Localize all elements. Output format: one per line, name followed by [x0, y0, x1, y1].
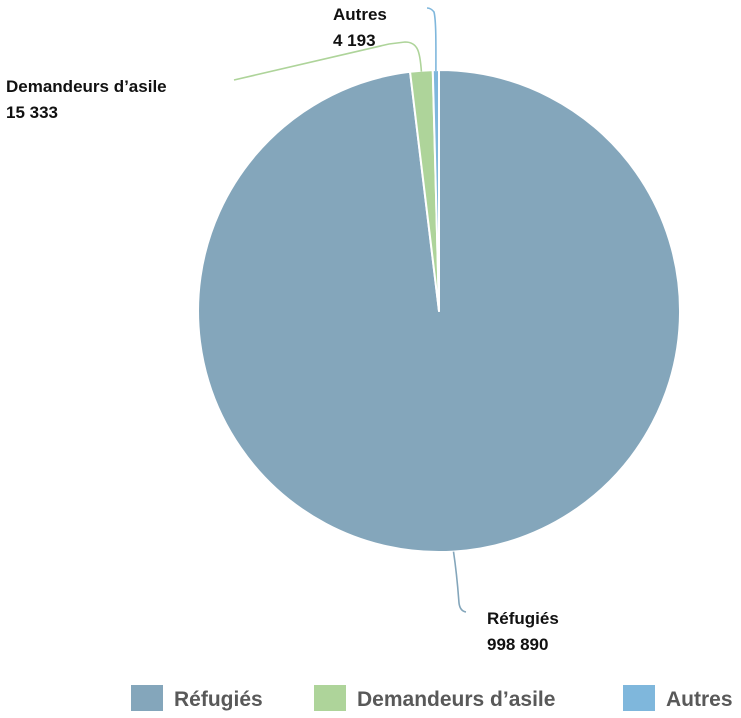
leader-line-refugies	[452, 551, 467, 613]
callout-name-autres: Autres	[333, 5, 387, 24]
legend-label-autres: Autres	[666, 688, 733, 711]
pie-slices	[197, 68, 681, 553]
leader-line-demandeurs-d-asile	[233, 41, 423, 81]
legend-label-refugies: Réfugiés	[174, 688, 263, 711]
callout-value-refugies: 998 890	[487, 635, 548, 654]
callout-value-demandeurs-d-asile: 15 333	[6, 103, 58, 122]
callout-name-refugies: Réfugiés	[487, 609, 559, 628]
callout-name-demandeurs-d-asile: Demandeurs d’asile	[6, 77, 167, 96]
legend-swatch-demandeurs-d-asile	[314, 685, 346, 711]
legend: Réfugiés Demandeurs d’asile Autres	[131, 685, 733, 711]
leader-line-autres	[426, 7, 437, 72]
legend-swatch-autres	[623, 685, 655, 711]
legend-swatch-refugies	[131, 685, 163, 711]
callout-value-autres: 4 193	[333, 31, 376, 50]
legend-label-demandeurs-d-asile: Demandeurs d’asile	[357, 688, 555, 711]
callout-leader-lines	[233, 7, 467, 613]
callout-labels: Réfugiés 998 890 Demandeurs d’asile 15 333 A…	[6, 5, 559, 654]
